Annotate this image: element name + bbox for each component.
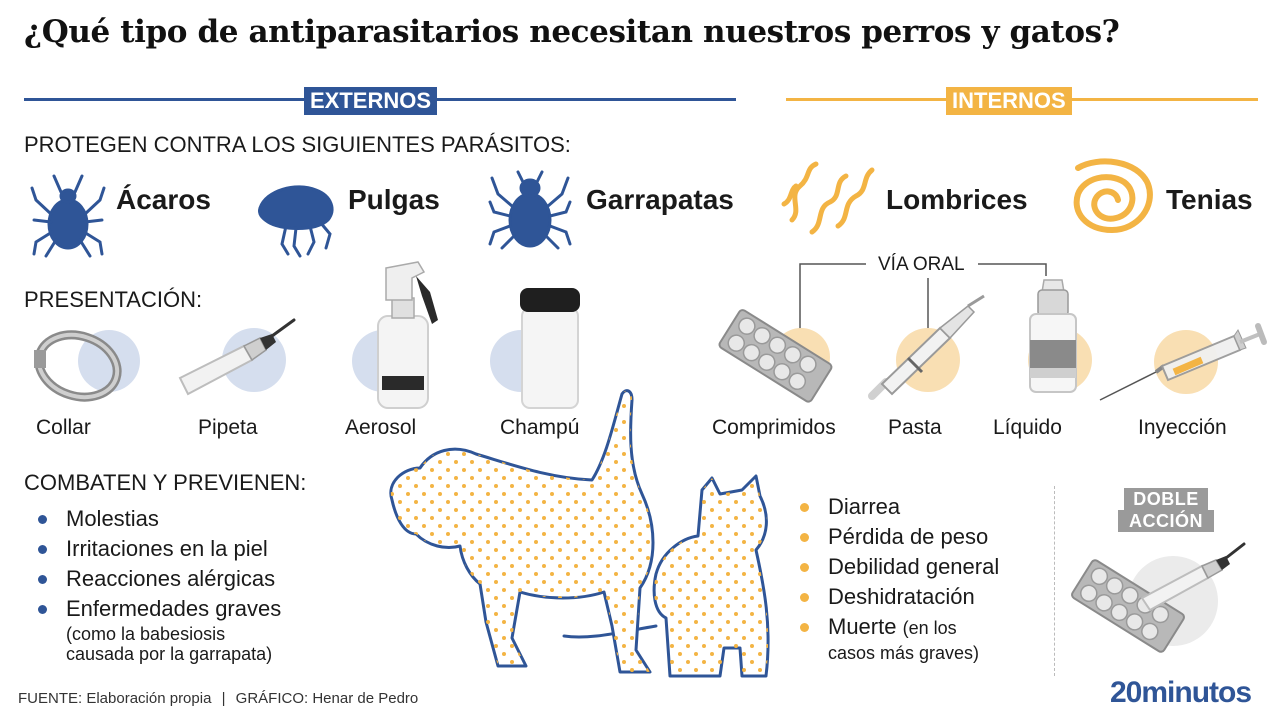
list-item: Enfermedades graves (como la babesiosis … (24, 594, 286, 664)
roundworm-icon (781, 161, 875, 235)
parasite-name-acaros: Ácaros (116, 184, 211, 215)
internal-effects-list: Diarrea Pérdida de peso Debilidad genera… (786, 492, 999, 663)
internos-header: INTERNOS (946, 87, 1072, 115)
injection-syringe-icon (1099, 323, 1267, 401)
presentation-label-comprimidos: Comprimidos (712, 416, 836, 439)
collar-icon (34, 330, 122, 402)
pipette-icon (178, 318, 296, 396)
cat-silhouette (562, 474, 770, 678)
external-effects-list: Molestias Irritaciones en la piel Reacci… (24, 504, 286, 664)
footer-graphic-text: GRÁFICO: Henar de Pedro (235, 690, 419, 707)
externos-header: EXTERNOS (304, 87, 438, 115)
presentation-label-champu: Champú (500, 416, 580, 439)
brand-logo: 20minutos (1110, 676, 1252, 709)
list-item: Reacciones alérgicas (24, 564, 286, 594)
dog-silhouette (389, 389, 655, 674)
list-item-note: (como la babesiosis causada por la garra… (66, 624, 273, 664)
tapeworm-icon (1073, 158, 1153, 234)
list-item: Debilidad general (786, 552, 999, 582)
double-action-label-1: DOBLE (1124, 488, 1208, 510)
parasite-name-garrapatas: Garrapatas (586, 184, 734, 215)
footer-source-text: FUENTE: Elaboración propia (18, 690, 212, 707)
parasite-name-lombrices: Lombrices (886, 184, 1028, 215)
list-item: Molestias (24, 504, 286, 534)
spray-bottle-icon (377, 261, 438, 409)
footer-separator: | (221, 690, 226, 707)
tablets-icon (718, 309, 833, 403)
presentation-label-aerosol: Aerosol (345, 416, 417, 439)
page-title: ¿Qué tipo de antiparasitarios necesitan … (24, 14, 1120, 50)
dashed-separator (1054, 486, 1055, 676)
list-item: Diarrea (786, 492, 999, 522)
protect-label: PROTEGEN CONTRA LOS SIGUIENTES PARÁSITOS… (24, 132, 571, 157)
shampoo-bottle-icon (520, 288, 580, 409)
dog-cat-illustration (389, 389, 770, 678)
oral-label: VÍA ORAL (878, 254, 965, 275)
list-item-note: (en los (902, 618, 957, 638)
paste-syringe-icon (868, 294, 985, 400)
presentation-label-liquido: Líquido (993, 416, 1062, 439)
footer-source: FUENTE: Elaboración propia | GRÁFICO: He… (18, 690, 418, 707)
list-item: Deshidratación (786, 582, 999, 612)
presentation-label-pipeta: Pipeta (198, 416, 258, 439)
combat-label: COMBATEN Y PREVIENEN: (24, 470, 307, 495)
presentation-label-inyeccion: Inyección (1138, 416, 1227, 439)
presentation-label-pasta: Pasta (888, 416, 942, 439)
tick-icon (488, 170, 572, 250)
liquid-bottle-icon (1029, 279, 1077, 393)
presentation-label-collar: Collar (36, 416, 91, 439)
double-action-label-2: ACCIÓN (1118, 510, 1214, 532)
parasite-name-pulgas: Pulgas (348, 184, 440, 215)
presentation-label: PRESENTACIÓN: (24, 287, 203, 312)
list-item: Irritaciones en la piel (24, 534, 286, 564)
double-action-icon (1071, 542, 1246, 653)
list-item: Pérdida de peso (786, 522, 999, 552)
flea-icon (258, 185, 334, 258)
mite-icon (30, 174, 106, 258)
parasite-name-tenias: Tenias (1166, 184, 1253, 215)
list-item: Muerte (en los casos más graves) (786, 612, 999, 663)
list-item-note-2: casos más graves) (828, 643, 980, 663)
